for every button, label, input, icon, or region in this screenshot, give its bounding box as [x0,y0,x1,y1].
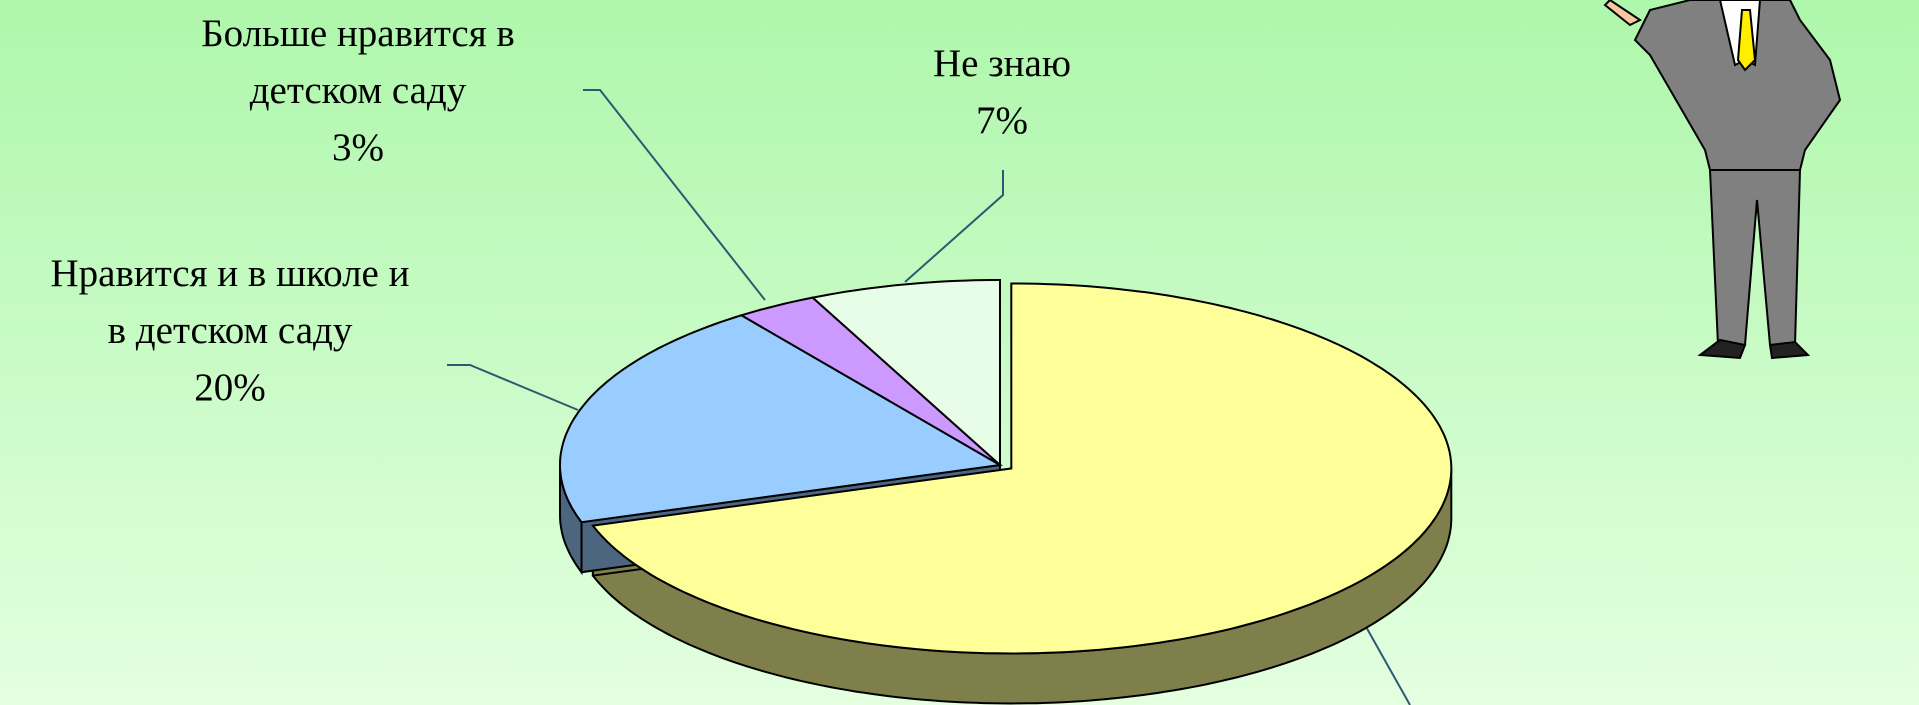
slice [559,314,1004,524]
value-label: 7% [976,99,1028,142]
presenter-clipart [1603,0,1842,360]
category-label: Больше нравится в детском саду [201,12,515,112]
leader-lines [447,89,1411,705]
value-label: 3% [332,126,384,169]
slice [591,282,1453,655]
slice [810,279,1001,468]
category-label: Не знаю [933,42,1071,85]
slice-label: Нравится и в школе и в детском саду 20% [45,245,415,416]
slice [738,296,1001,466]
value-label: 20% [194,366,266,409]
slice-label: Больше нравится в детском саду 3% [138,5,578,176]
slice-label: Не знаю 7% [872,35,1132,149]
category-label: Нравится и в школе и в детском саду [50,252,410,352]
